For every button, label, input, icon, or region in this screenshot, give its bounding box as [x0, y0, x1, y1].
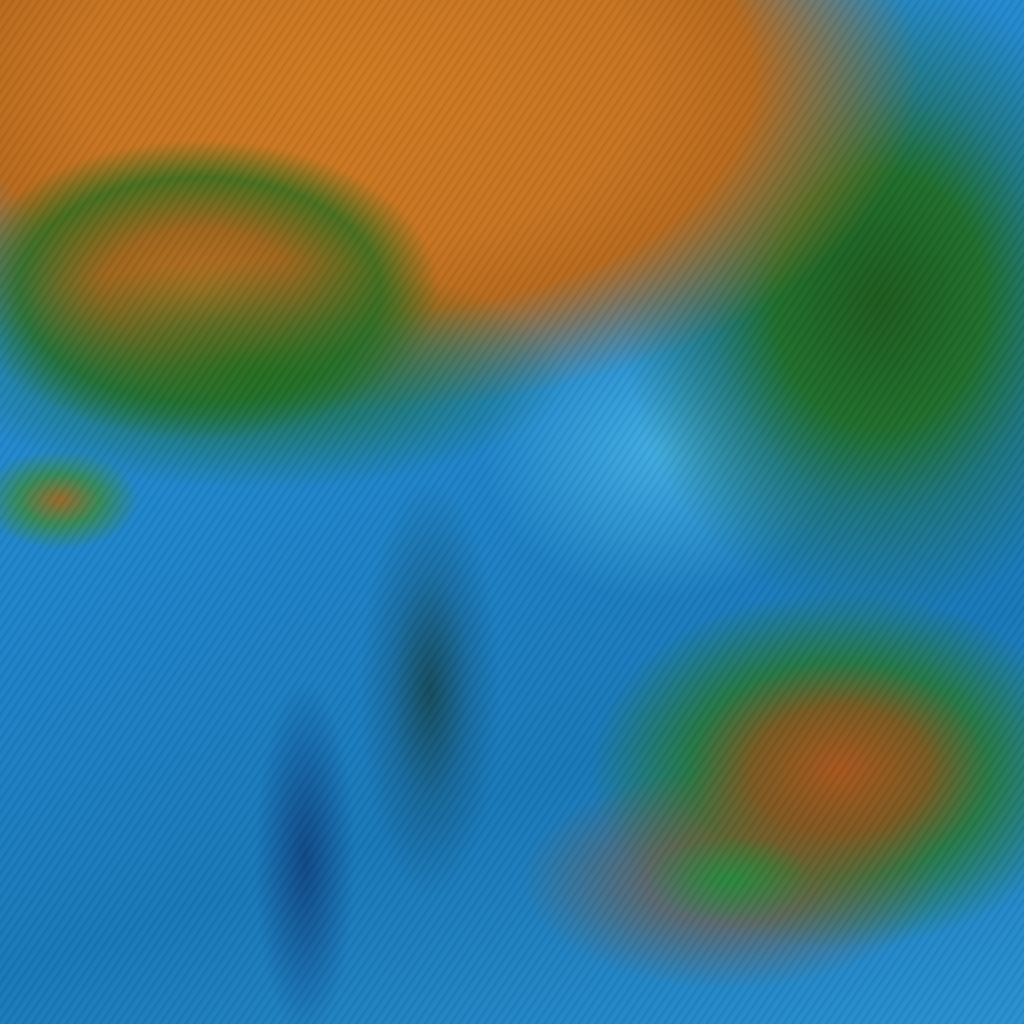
- satellite-image: [0, 0, 1024, 1024]
- green-band-bottom: [0, 0, 1024, 1024]
- streak-texture-overlay: [0, 0, 1024, 1024]
